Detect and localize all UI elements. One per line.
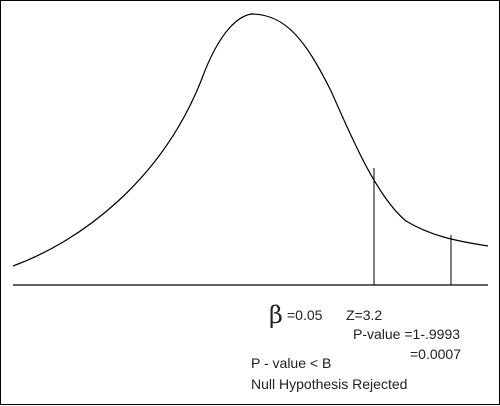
- p-value-comparison: P - value < B: [251, 355, 332, 371]
- beta-symbol: β: [269, 301, 283, 329]
- conclusion-text: Null Hypothesis Rejected: [251, 376, 408, 392]
- z-value: Z=3.2: [346, 307, 383, 323]
- p-value-result: =0.0007: [410, 346, 461, 362]
- bell-curve: [12, 13, 489, 267]
- p-value-formula: P-value =1-.9993: [353, 326, 461, 342]
- beta-value: =0.05: [287, 307, 323, 323]
